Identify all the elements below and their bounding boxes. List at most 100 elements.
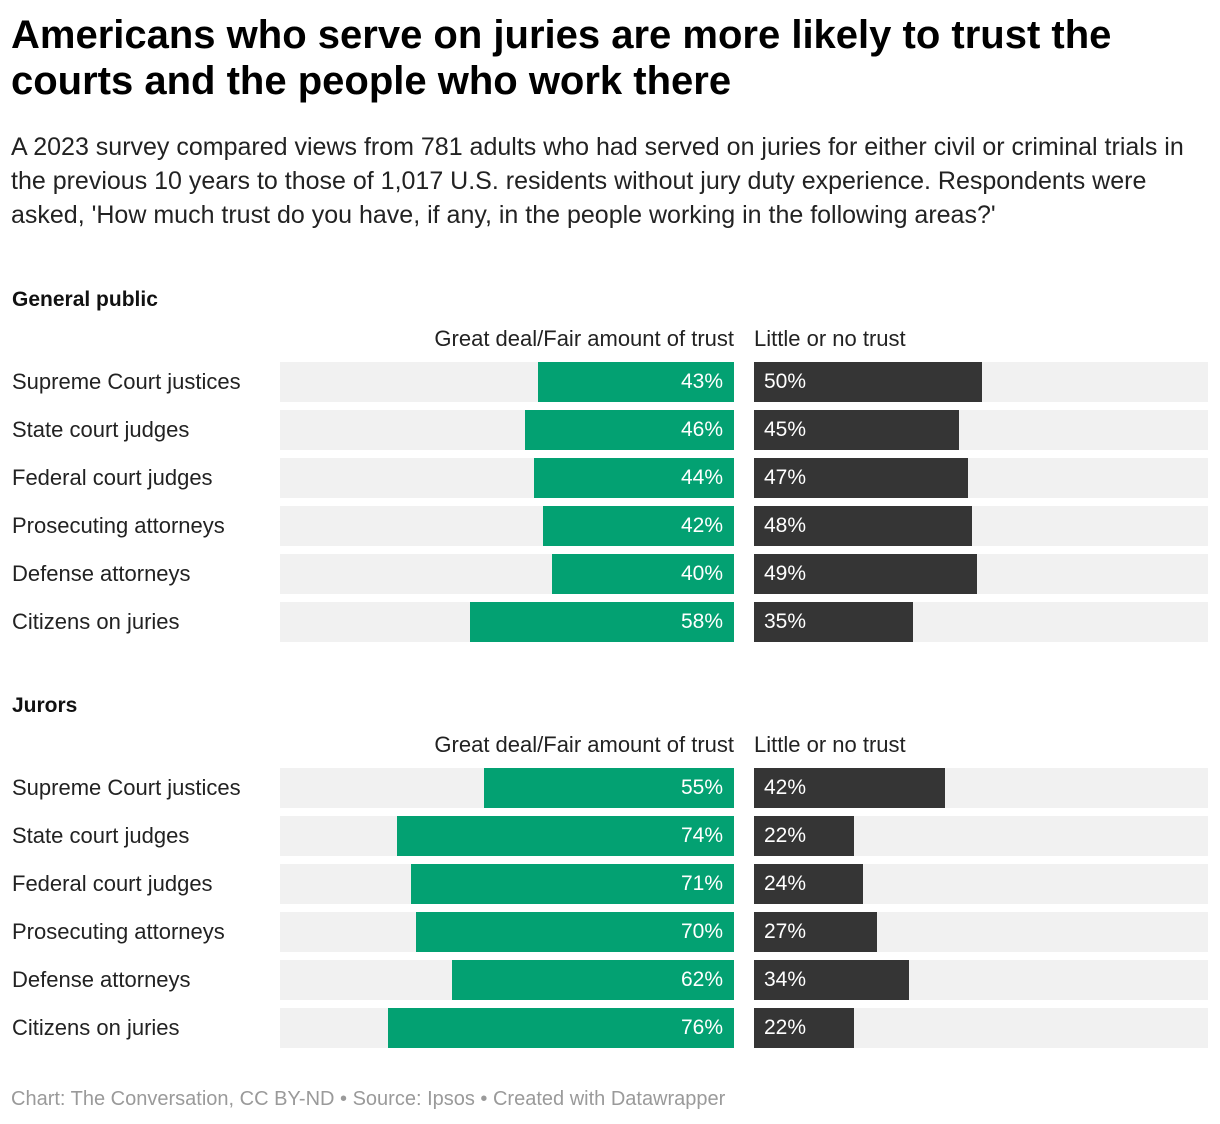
bar-trust: 71% bbox=[410, 864, 734, 904]
bar-row: Defense attorneys 40% 49% bbox=[0, 554, 1220, 594]
bar-no-trust: 47% bbox=[754, 458, 968, 498]
bar-trust: 76% bbox=[388, 1008, 734, 1048]
bar-track-trust: 70% bbox=[280, 912, 734, 952]
bar-value-label: 22% bbox=[764, 1016, 807, 1039]
bar-no-trust: 48% bbox=[754, 506, 973, 546]
bar-track-no-trust: 50% bbox=[754, 362, 1208, 402]
bar-value-label: 43% bbox=[680, 370, 723, 393]
bar-track-no-trust: 35% bbox=[754, 602, 1208, 642]
bar-trust: 70% bbox=[415, 912, 734, 952]
bar-value-label: 24% bbox=[764, 872, 807, 895]
bar-value-label: 45% bbox=[764, 418, 807, 441]
bar-no-trust: 27% bbox=[754, 912, 877, 952]
bar-track-no-trust: 48% bbox=[754, 506, 1208, 546]
bar-trust: 55% bbox=[483, 768, 734, 808]
bar-value-label: 35% bbox=[764, 610, 807, 633]
bar-trust: 62% bbox=[451, 960, 734, 1000]
bar-track-trust: 58% bbox=[280, 602, 734, 642]
bar-value-label: 40% bbox=[680, 562, 723, 585]
category-label: Prosecuting attorneys bbox=[12, 919, 225, 944]
bar-value-label: 42% bbox=[680, 514, 723, 537]
bar-no-trust: 22% bbox=[754, 1008, 855, 1048]
bar-no-trust: 49% bbox=[754, 554, 977, 594]
bar-track-trust: 74% bbox=[280, 816, 734, 856]
bar-no-trust: 34% bbox=[754, 960, 909, 1000]
chart-footer: Chart: The Conversation, CC BY-ND • Sour… bbox=[11, 1088, 726, 1110]
category-label: Federal court judges bbox=[12, 871, 213, 896]
bar-track-trust: 43% bbox=[280, 362, 734, 402]
chart-panel: General public Great deal/Fair amount of … bbox=[0, 288, 1220, 658]
bar-value-label: 22% bbox=[764, 824, 807, 847]
bar-track-no-trust: 22% bbox=[754, 1008, 1208, 1048]
bar-row: State court judges 46% 45% bbox=[0, 410, 1220, 450]
bar-value-label: 44% bbox=[680, 466, 723, 489]
bar-value-label: 74% bbox=[680, 824, 723, 847]
bar-track-trust: 42% bbox=[280, 506, 734, 546]
panel-title: Jurors bbox=[12, 694, 78, 717]
bar-row: Federal court judges 71% 24% bbox=[0, 864, 1220, 904]
category-label: Defense attorneys bbox=[12, 561, 191, 586]
column-header-no-trust: Little or no trust bbox=[754, 732, 906, 757]
category-label: State court judges bbox=[12, 417, 190, 442]
bar-track-trust: 46% bbox=[280, 410, 734, 450]
bar-value-label: 70% bbox=[680, 920, 723, 943]
bar-value-label: 76% bbox=[680, 1016, 723, 1039]
bar-trust: 43% bbox=[538, 362, 734, 402]
chart-subtitle: A 2023 survey compared views from 781 ad… bbox=[11, 133, 1184, 229]
bar-track-no-trust: 45% bbox=[754, 410, 1208, 450]
bar-no-trust: 50% bbox=[754, 362, 982, 402]
bar-row: Supreme Court justices 55% 42% bbox=[0, 768, 1220, 808]
bar-track-trust: 55% bbox=[280, 768, 734, 808]
bar-value-label: 49% bbox=[764, 562, 807, 585]
bar-track-no-trust: 34% bbox=[754, 960, 1208, 1000]
bar-no-trust: 35% bbox=[754, 602, 914, 642]
bar-trust: 46% bbox=[524, 410, 734, 450]
bar-row: Federal court judges 44% 47% bbox=[0, 458, 1220, 498]
column-header-trust: Great deal/Fair amount of trust bbox=[434, 732, 734, 757]
column-header-trust: Great deal/Fair amount of trust bbox=[434, 326, 734, 351]
bar-value-label: 42% bbox=[764, 776, 807, 799]
bar-trust: 74% bbox=[397, 816, 734, 856]
category-label: Prosecuting attorneys bbox=[12, 513, 225, 538]
bar-trust: 44% bbox=[533, 458, 734, 498]
bar-row: Citizens on juries 76% 22% bbox=[0, 1008, 1220, 1048]
bar-row: Citizens on juries 58% 35% bbox=[0, 602, 1220, 642]
category-label: State court judges bbox=[12, 823, 190, 848]
bar-no-trust: 24% bbox=[754, 864, 864, 904]
panel-title: General public bbox=[12, 288, 158, 311]
bar-value-label: 48% bbox=[764, 514, 807, 537]
bar-track-no-trust: 24% bbox=[754, 864, 1208, 904]
bar-row: Prosecuting attorneys 42% 48% bbox=[0, 506, 1220, 546]
bar-track-trust: 44% bbox=[280, 458, 734, 498]
bar-track-trust: 40% bbox=[280, 554, 734, 594]
category-label: Citizens on juries bbox=[12, 1015, 180, 1040]
bar-value-label: 58% bbox=[680, 610, 723, 633]
bar-track-no-trust: 22% bbox=[754, 816, 1208, 856]
bar-track-no-trust: 47% bbox=[754, 458, 1208, 498]
bar-row: Supreme Court justices 43% 50% bbox=[0, 362, 1220, 402]
bar-trust: 40% bbox=[552, 554, 734, 594]
category-label: Supreme Court justices bbox=[12, 369, 241, 394]
bar-trust: 58% bbox=[470, 602, 734, 642]
bar-no-trust: 22% bbox=[754, 816, 855, 856]
bar-no-trust: 42% bbox=[754, 768, 946, 808]
bar-value-label: 27% bbox=[764, 920, 807, 943]
bar-value-label: 55% bbox=[680, 776, 723, 799]
category-label: Supreme Court justices bbox=[12, 775, 241, 800]
column-header-no-trust: Little or no trust bbox=[754, 326, 906, 351]
bar-value-label: 46% bbox=[680, 418, 723, 441]
bar-row: Prosecuting attorneys 70% 27% bbox=[0, 912, 1220, 952]
category-label: Citizens on juries bbox=[12, 609, 180, 634]
bar-value-label: 50% bbox=[764, 370, 807, 393]
bar-track-trust: 71% bbox=[280, 864, 734, 904]
chart-panel: Jurors Great deal/Fair amount of trust Lit… bbox=[0, 694, 1220, 1064]
bar-no-trust: 45% bbox=[754, 410, 959, 450]
category-label: Defense attorneys bbox=[12, 967, 191, 992]
category-label: Federal court judges bbox=[12, 465, 213, 490]
bar-value-label: 71% bbox=[680, 872, 723, 895]
bar-value-label: 62% bbox=[680, 968, 723, 991]
bar-row: State court judges 74% 22% bbox=[0, 816, 1220, 856]
bar-track-trust: 76% bbox=[280, 1008, 734, 1048]
bar-track-no-trust: 27% bbox=[754, 912, 1208, 952]
bar-value-label: 34% bbox=[764, 968, 807, 991]
